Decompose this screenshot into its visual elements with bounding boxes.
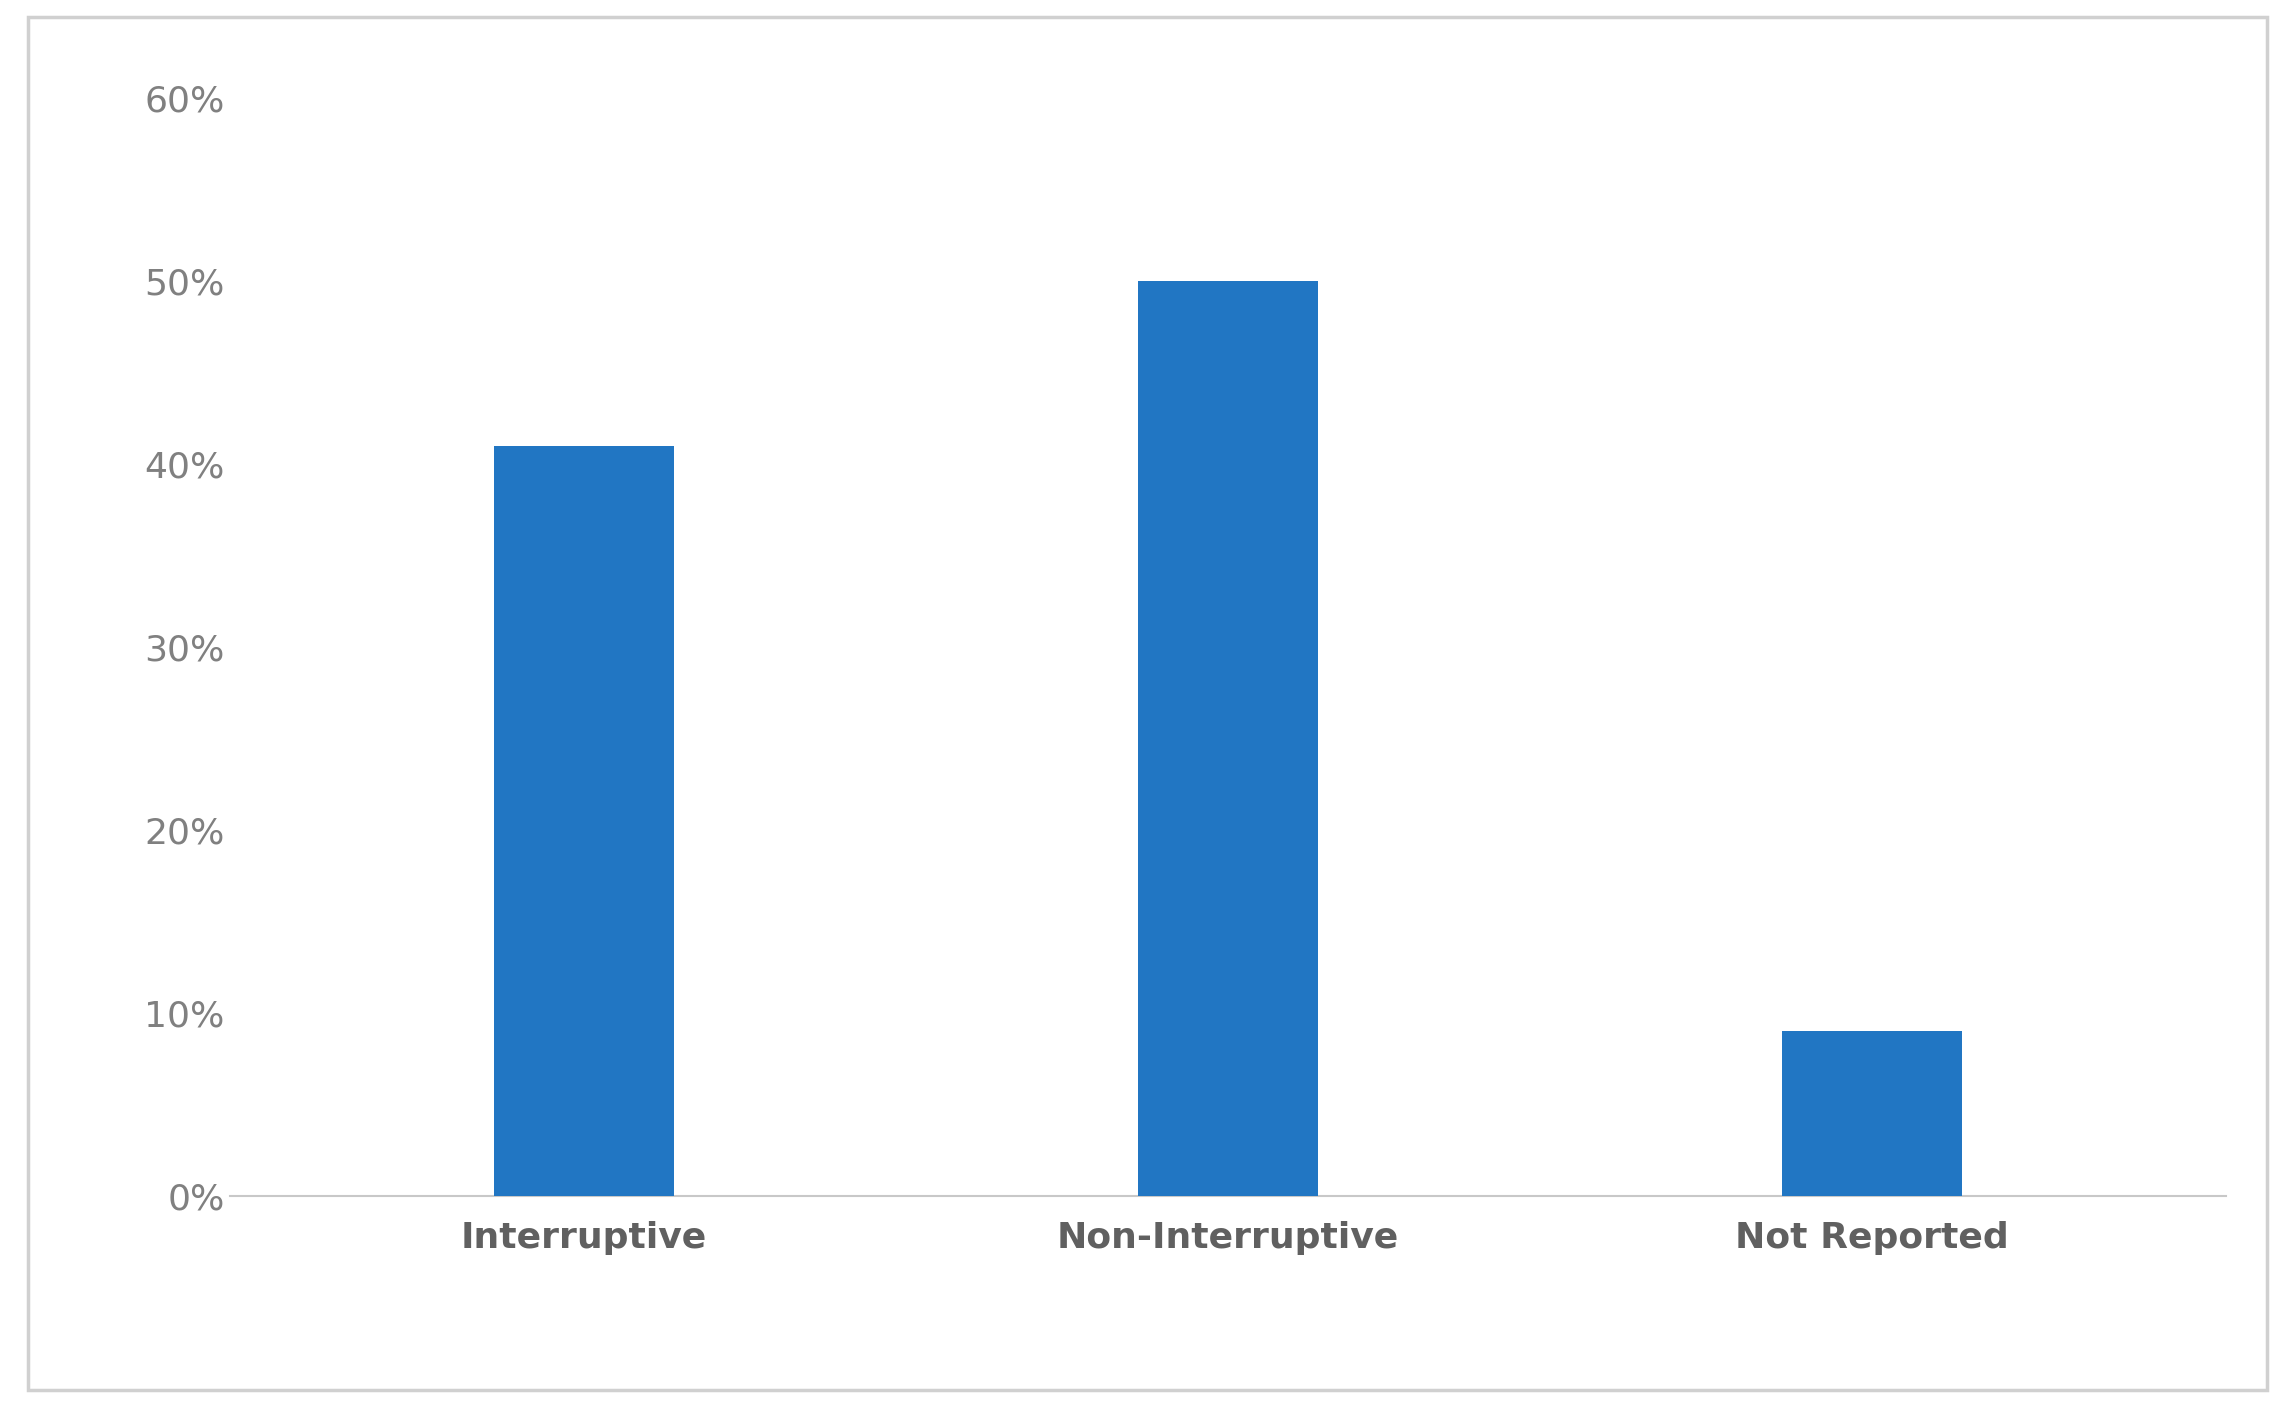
Bar <box>1781 1031 1962 1196</box>
Bar <box>1138 281 1317 1196</box>
Bar <box>493 446 675 1196</box>
